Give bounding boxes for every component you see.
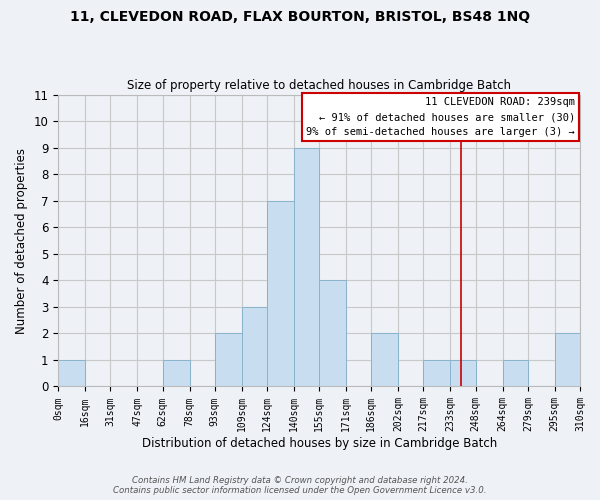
Bar — [451, 360, 476, 386]
Bar — [424, 360, 451, 386]
Bar — [58, 360, 85, 386]
Bar — [163, 360, 190, 386]
Text: 11 CLEVEDON ROAD: 239sqm
← 91% of detached houses are smaller (30)
9% of semi-de: 11 CLEVEDON ROAD: 239sqm ← 91% of detach… — [306, 98, 575, 137]
Y-axis label: Number of detached properties: Number of detached properties — [15, 148, 28, 334]
Bar — [215, 334, 242, 386]
Title: Size of property relative to detached houses in Cambridge Batch: Size of property relative to detached ho… — [127, 79, 511, 92]
Bar — [294, 148, 319, 386]
X-axis label: Distribution of detached houses by size in Cambridge Batch: Distribution of detached houses by size … — [142, 437, 497, 450]
Bar — [267, 200, 294, 386]
Bar — [319, 280, 346, 386]
Bar — [555, 334, 580, 386]
Text: 11, CLEVEDON ROAD, FLAX BOURTON, BRISTOL, BS48 1NQ: 11, CLEVEDON ROAD, FLAX BOURTON, BRISTOL… — [70, 10, 530, 24]
Text: Contains HM Land Registry data © Crown copyright and database right 2024.
Contai: Contains HM Land Registry data © Crown c… — [113, 476, 487, 495]
Bar — [242, 307, 267, 386]
Bar — [371, 334, 398, 386]
Bar — [503, 360, 528, 386]
